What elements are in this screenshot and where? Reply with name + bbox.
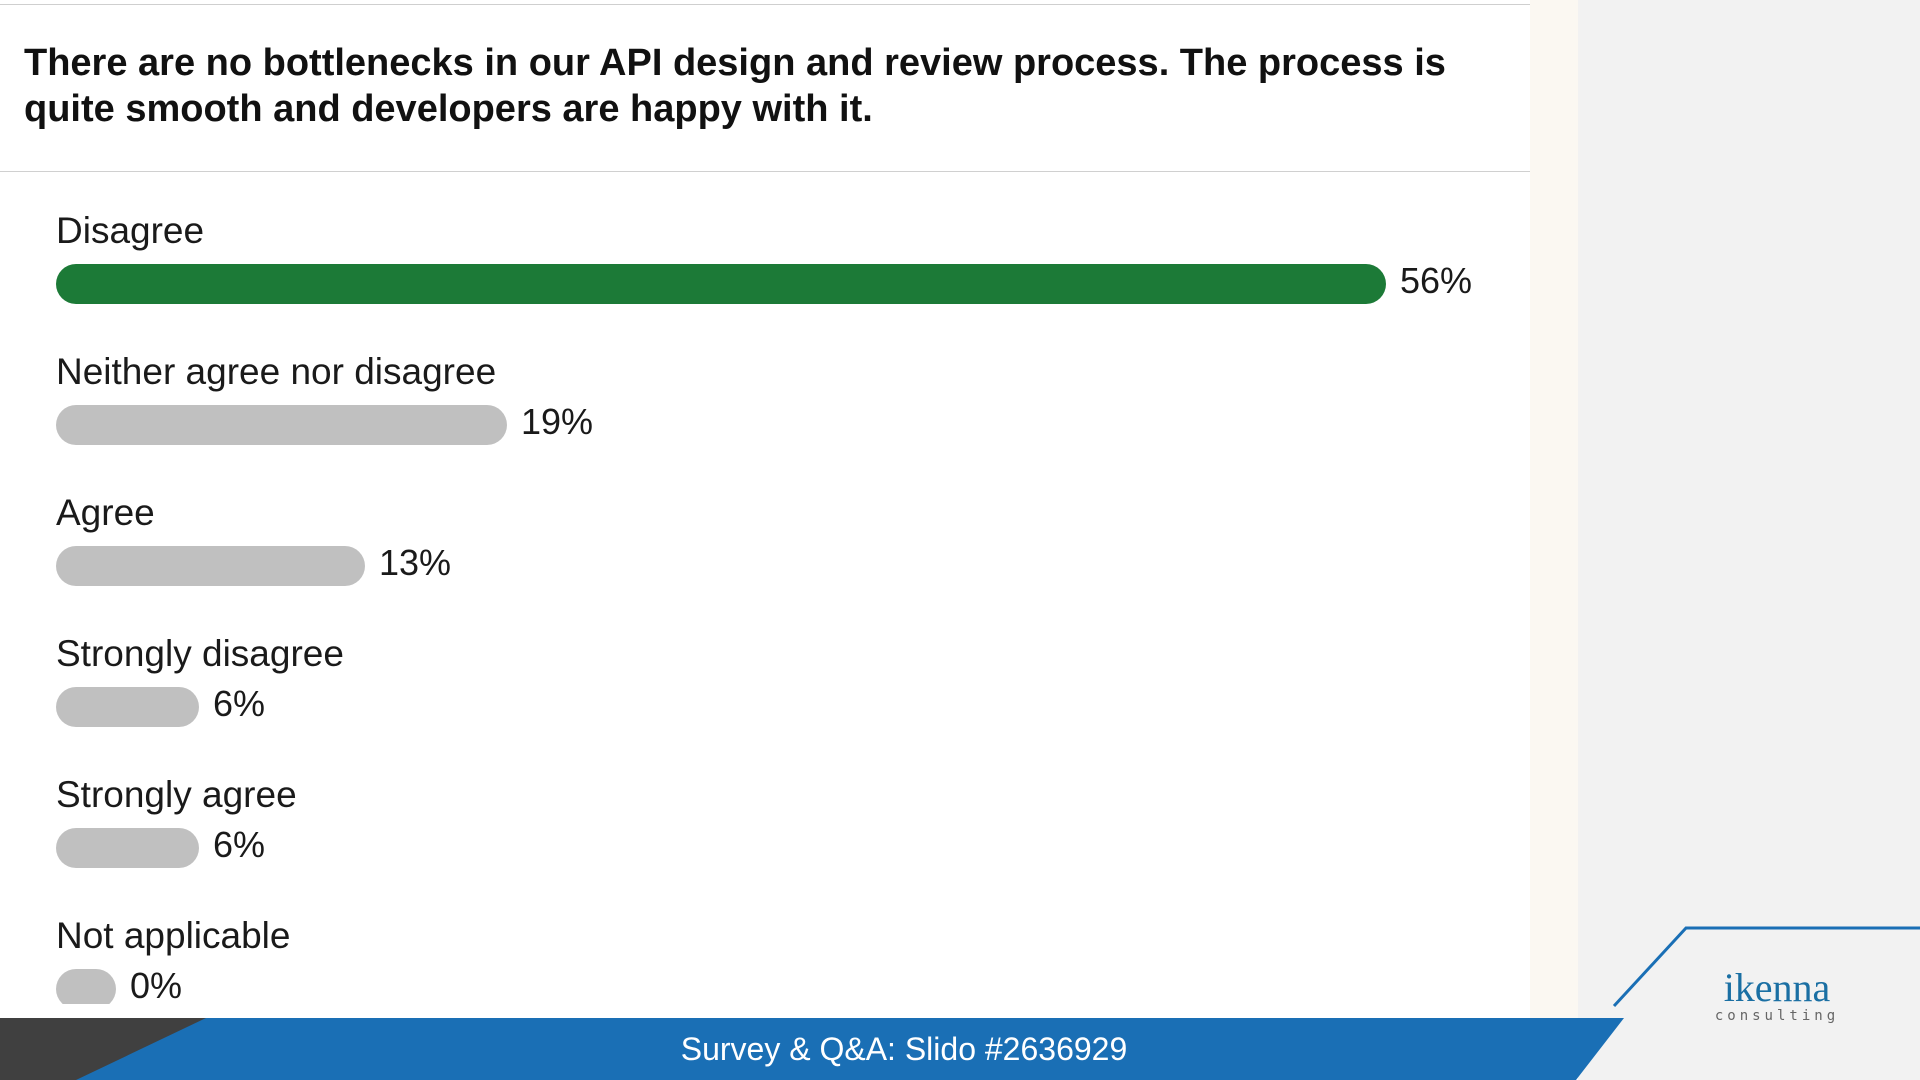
company-logo: ikenna consulting [1712,965,1842,1025]
percent-label: 19% [521,401,594,442]
option-label: Strongly agree [56,774,297,815]
poll-option: Disagree 56% [56,210,1526,320]
footer-text: Survey & Q&A: Slido #2636929 [680,1031,1128,1067]
result-bar [56,264,1386,304]
logo-wordmark: ikenna [1723,965,1831,1010]
option-label: Not applicable [56,915,291,956]
result-bar [56,546,365,586]
logo-tagline: consulting [1714,1008,1840,1024]
result-bar [56,828,199,868]
side-strip [1530,0,1578,1018]
poll-results: Disagree 56% Neither agree nor disagree … [56,0,1526,1004]
percent-label: 56% [1400,260,1473,301]
percent-label: 13% [379,542,452,583]
side-panel [1578,0,1920,1080]
poll-option: Agree 13% [56,492,1526,602]
poll-question: There are no bottlenecks in our API desi… [24,42,1446,130]
result-bar [56,969,116,1004]
poll-option: Strongly agree 6% [56,774,1526,884]
footer-band: Survey & Q&A: Slido #2636929 [0,1018,1920,1080]
top-border [0,4,1530,5]
option-label: Disagree [56,210,205,251]
percent-label: 6% [213,824,266,865]
option-label: Neither agree nor disagree [56,351,497,392]
poll-option: Not applicable 0% [56,915,1526,1004]
percent-label: 0% [130,965,183,1004]
result-bar [56,405,507,445]
poll-option: Strongly disagree 6% [56,633,1526,743]
option-label: Strongly disagree [56,633,344,674]
footer-shapes [0,1018,1624,1080]
poll-option: Neither agree nor disagree 19% [56,351,1526,461]
question-divider [0,171,1530,172]
option-label: Agree [56,492,155,533]
result-bar [56,687,199,727]
percent-label: 6% [213,683,266,724]
